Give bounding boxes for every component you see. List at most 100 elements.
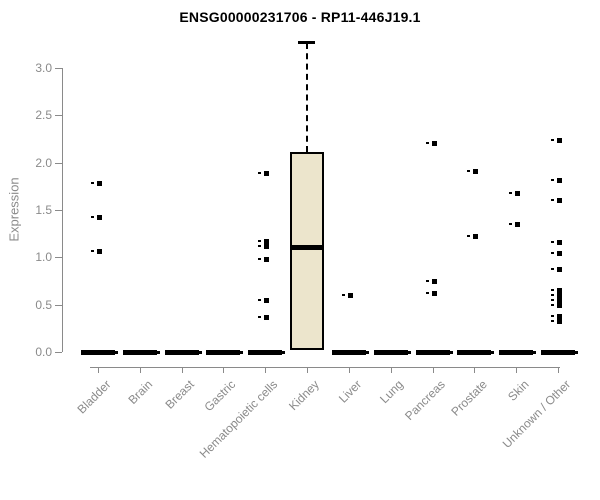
outlier-point bbox=[431, 291, 437, 297]
outlier-point bbox=[515, 190, 521, 196]
box-iqr bbox=[290, 152, 325, 351]
outlier-point bbox=[557, 287, 563, 293]
x-axis-tick bbox=[390, 367, 392, 373]
outlier-point bbox=[557, 314, 563, 320]
zero-expression-bar-nub bbox=[115, 351, 118, 354]
y-axis-tick bbox=[55, 352, 62, 353]
outlier-point bbox=[431, 278, 437, 284]
outlier-point bbox=[473, 169, 479, 175]
zero-expression-bar bbox=[206, 350, 241, 355]
x-axis-tick bbox=[307, 367, 309, 373]
outlier-point bbox=[431, 140, 437, 146]
outlier-point-dash bbox=[425, 279, 429, 282]
outlier-point bbox=[557, 177, 563, 183]
zero-expression-bar-nub bbox=[156, 351, 160, 354]
outlier-point-dash bbox=[551, 315, 555, 318]
x-tick-label: Hematopoietic cells bbox=[197, 377, 281, 461]
outlier-point-dash bbox=[551, 241, 555, 244]
zero-expression-bar bbox=[373, 350, 408, 355]
outlier-point-dash bbox=[91, 182, 94, 185]
outlier-point-dash bbox=[91, 215, 94, 218]
outlier-point-dash bbox=[258, 258, 262, 261]
zero-expression-bar bbox=[164, 350, 199, 355]
y-tick-label: 1.0 bbox=[35, 250, 52, 265]
outlier-point bbox=[515, 222, 521, 228]
x-tick-label: Prostate bbox=[448, 377, 490, 419]
x-tick-label: Gastric bbox=[201, 377, 239, 415]
x-tick-label: Skin bbox=[504, 377, 532, 404]
outlier-point-dash bbox=[551, 298, 555, 301]
outlier-point-dash bbox=[258, 315, 262, 318]
x-axis-tick bbox=[558, 367, 560, 373]
outlier-point-dash bbox=[551, 251, 555, 254]
zero-expression-bar-nub bbox=[198, 351, 202, 354]
x-tick-label: Kidney bbox=[286, 377, 323, 414]
outlier-point bbox=[557, 297, 563, 303]
outlier-point-dash bbox=[425, 141, 429, 144]
zero-expression-bar bbox=[415, 350, 450, 355]
outlier-point-dash bbox=[467, 234, 471, 237]
y-axis-tick bbox=[55, 162, 62, 164]
outlier-point-dash bbox=[258, 240, 262, 243]
outlier-point bbox=[97, 181, 102, 187]
zero-expression-bar bbox=[457, 350, 492, 355]
outlier-point-dash bbox=[551, 288, 555, 291]
zero-expression-bar bbox=[81, 350, 115, 355]
y-axis-tick bbox=[55, 67, 62, 69]
x-axis-tick bbox=[516, 367, 518, 373]
outlier-point bbox=[557, 302, 563, 308]
outlier-point bbox=[347, 293, 353, 299]
zero-expression-bar-nub bbox=[240, 351, 244, 354]
outlier-point-dash bbox=[341, 294, 345, 297]
outlier-point bbox=[557, 137, 563, 143]
outlier-point bbox=[264, 239, 270, 245]
x-axis-tick bbox=[98, 367, 99, 373]
chart-title: ENSG00000231706 - RP11-446J19.1 bbox=[179, 9, 421, 25]
x-axis-tick bbox=[181, 367, 183, 373]
y-axis-tick bbox=[55, 115, 62, 117]
x-tick-label: Liver bbox=[335, 377, 365, 406]
y-axis-tick bbox=[55, 304, 62, 306]
x-axis-tick bbox=[139, 367, 141, 373]
outlier-point bbox=[264, 243, 270, 249]
zero-expression-bar-nub bbox=[365, 351, 369, 354]
outlier-point bbox=[473, 233, 479, 239]
upper-whisker bbox=[306, 43, 309, 153]
outlier-point bbox=[264, 171, 270, 177]
outlier-point bbox=[264, 297, 270, 303]
zero-expression-bar-nub bbox=[491, 351, 495, 354]
outlier-point-dash bbox=[551, 198, 555, 201]
x-axis-tick bbox=[432, 367, 434, 373]
y-tick-label: 0.5 bbox=[35, 297, 52, 312]
outlier-point bbox=[557, 318, 563, 324]
outlier-point-dash bbox=[551, 178, 555, 181]
x-axis-tick bbox=[265, 367, 267, 373]
outlier-point bbox=[97, 214, 102, 220]
x-tick-label: Brain bbox=[125, 377, 156, 408]
y-axis-tick bbox=[55, 257, 62, 259]
zero-expression-bar bbox=[499, 350, 534, 355]
y-tick-label: 2.0 bbox=[35, 155, 52, 170]
outlier-point bbox=[557, 250, 563, 256]
outlier-point-dash bbox=[551, 267, 555, 270]
outlier-point bbox=[557, 240, 563, 246]
zero-expression-bar bbox=[331, 350, 366, 355]
x-tick-label: Breast bbox=[162, 377, 197, 412]
outlier-point-dash bbox=[467, 170, 471, 173]
y-tick-label: 3.0 bbox=[35, 60, 52, 75]
x-tick-label: Lung bbox=[377, 377, 406, 407]
outlier-point-dash bbox=[551, 319, 555, 322]
zero-expression-bar-nub bbox=[282, 351, 286, 354]
y-tick-label: 0.0 bbox=[35, 345, 52, 359]
x-axis-line bbox=[90, 367, 560, 368]
outlier-point-dash bbox=[91, 249, 94, 252]
outlier-point bbox=[557, 197, 563, 203]
zero-expression-bar-nub bbox=[533, 351, 537, 354]
zero-expression-bar-nub bbox=[575, 351, 579, 354]
outlier-point-dash bbox=[551, 294, 555, 297]
outlier-point bbox=[264, 257, 270, 263]
zero-expression-bar bbox=[122, 350, 157, 355]
x-axis-tick bbox=[348, 367, 350, 373]
outlier-point-dash bbox=[509, 223, 513, 226]
